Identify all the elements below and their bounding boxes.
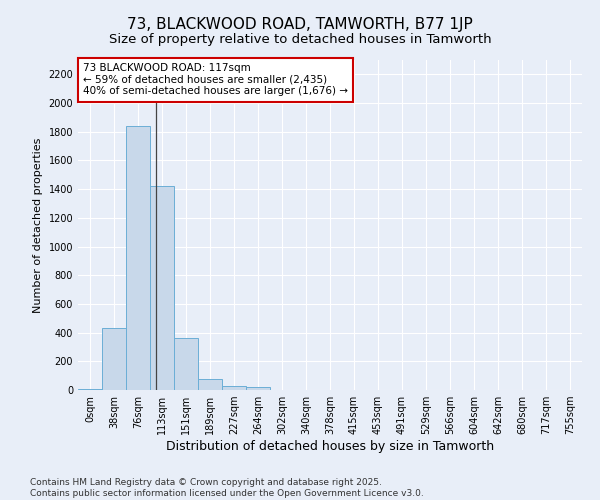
Bar bbox=[246, 387, 270, 390]
Bar bbox=[150, 186, 174, 390]
Bar bbox=[174, 338, 198, 390]
Bar bbox=[222, 386, 246, 390]
Bar bbox=[78, 388, 102, 390]
X-axis label: Distribution of detached houses by size in Tamworth: Distribution of detached houses by size … bbox=[166, 440, 494, 453]
Text: 73, BLACKWOOD ROAD, TAMWORTH, B77 1JP: 73, BLACKWOOD ROAD, TAMWORTH, B77 1JP bbox=[127, 18, 473, 32]
Bar bbox=[198, 378, 222, 390]
Bar bbox=[102, 328, 126, 390]
Text: Size of property relative to detached houses in Tamworth: Size of property relative to detached ho… bbox=[109, 32, 491, 46]
Text: Contains HM Land Registry data © Crown copyright and database right 2025.
Contai: Contains HM Land Registry data © Crown c… bbox=[30, 478, 424, 498]
Bar bbox=[126, 126, 150, 390]
Text: 73 BLACKWOOD ROAD: 117sqm
← 59% of detached houses are smaller (2,435)
40% of se: 73 BLACKWOOD ROAD: 117sqm ← 59% of detac… bbox=[83, 64, 348, 96]
Y-axis label: Number of detached properties: Number of detached properties bbox=[33, 138, 43, 312]
